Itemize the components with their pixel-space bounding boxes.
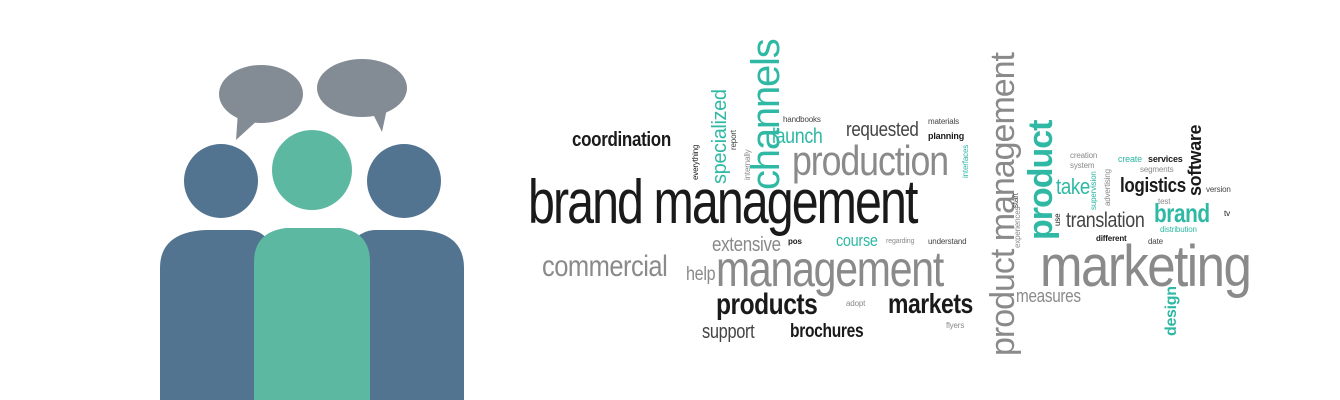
word-version: version: [1206, 185, 1231, 194]
word-coordination: coordination: [572, 129, 671, 151]
word-commercial: commercial: [542, 250, 668, 283]
word-help: help: [686, 264, 716, 285]
speech-bubble-left-icon: [219, 65, 303, 140]
word-markets: markets: [888, 288, 973, 319]
word-management: management: [716, 241, 944, 297]
word-support: support: [702, 321, 755, 343]
word-tv: tv: [1224, 209, 1230, 218]
word-translation: translation: [1066, 209, 1145, 232]
word-services: services: [1148, 154, 1183, 164]
word-planning: planning: [928, 131, 965, 141]
word-understand: understand: [928, 237, 967, 246]
word-adopt: adopt: [846, 299, 866, 308]
word-marketing: marketing: [1040, 234, 1252, 299]
word-everything: everything: [691, 144, 700, 180]
word-brand: brand: [1154, 198, 1210, 228]
word-test: test: [1158, 197, 1171, 206]
word-create: create: [1118, 154, 1142, 164]
word-date: date: [1148, 237, 1163, 246]
word-products: products: [716, 288, 818, 321]
word-specialized: specialized: [709, 89, 731, 184]
word-segments: segments: [1140, 165, 1174, 174]
word-extensive: extensive: [712, 234, 781, 256]
word-brand-management: brand management: [528, 168, 918, 237]
right-person-icon: [350, 144, 464, 400]
word-regarding: regarding: [886, 238, 915, 245]
word-channels: channels: [744, 39, 788, 190]
word-logistics: logistics: [1120, 175, 1186, 197]
word-interfaces: interfaces: [961, 144, 970, 178]
word-internally: internally: [743, 149, 752, 180]
word-brochures: brochures: [790, 321, 864, 342]
word-production: production: [792, 137, 949, 184]
people-group-icon: [160, 59, 464, 400]
word-experiences: experiences: [1013, 206, 1022, 248]
word-measures: measures: [1016, 286, 1081, 306]
word-requested: requested: [846, 119, 919, 141]
word-pos: pos: [788, 237, 802, 246]
word-software: software: [1185, 124, 1205, 196]
word-creation: creation: [1070, 151, 1098, 160]
word-take: take: [1056, 174, 1090, 199]
word-system: system: [1070, 161, 1095, 170]
word-different: different: [1096, 234, 1127, 243]
word-materials: materials: [928, 117, 960, 126]
speech-bubble-right-icon: [317, 59, 407, 132]
word-flyers: flyers: [946, 321, 965, 330]
word-report: report: [729, 130, 738, 150]
word-use: use: [1053, 213, 1062, 226]
center-person-icon: [254, 130, 370, 400]
word-course: course: [836, 231, 878, 250]
word-launch: launch: [772, 125, 823, 148]
word-supervision: supervision: [1089, 171, 1098, 210]
word-distribution: distribution: [1160, 225, 1197, 234]
word-handbooks: handbooks: [783, 115, 821, 124]
word-advertising: advertising: [1103, 169, 1112, 206]
left-person-icon: [160, 144, 272, 400]
word-design: design: [1163, 286, 1180, 336]
